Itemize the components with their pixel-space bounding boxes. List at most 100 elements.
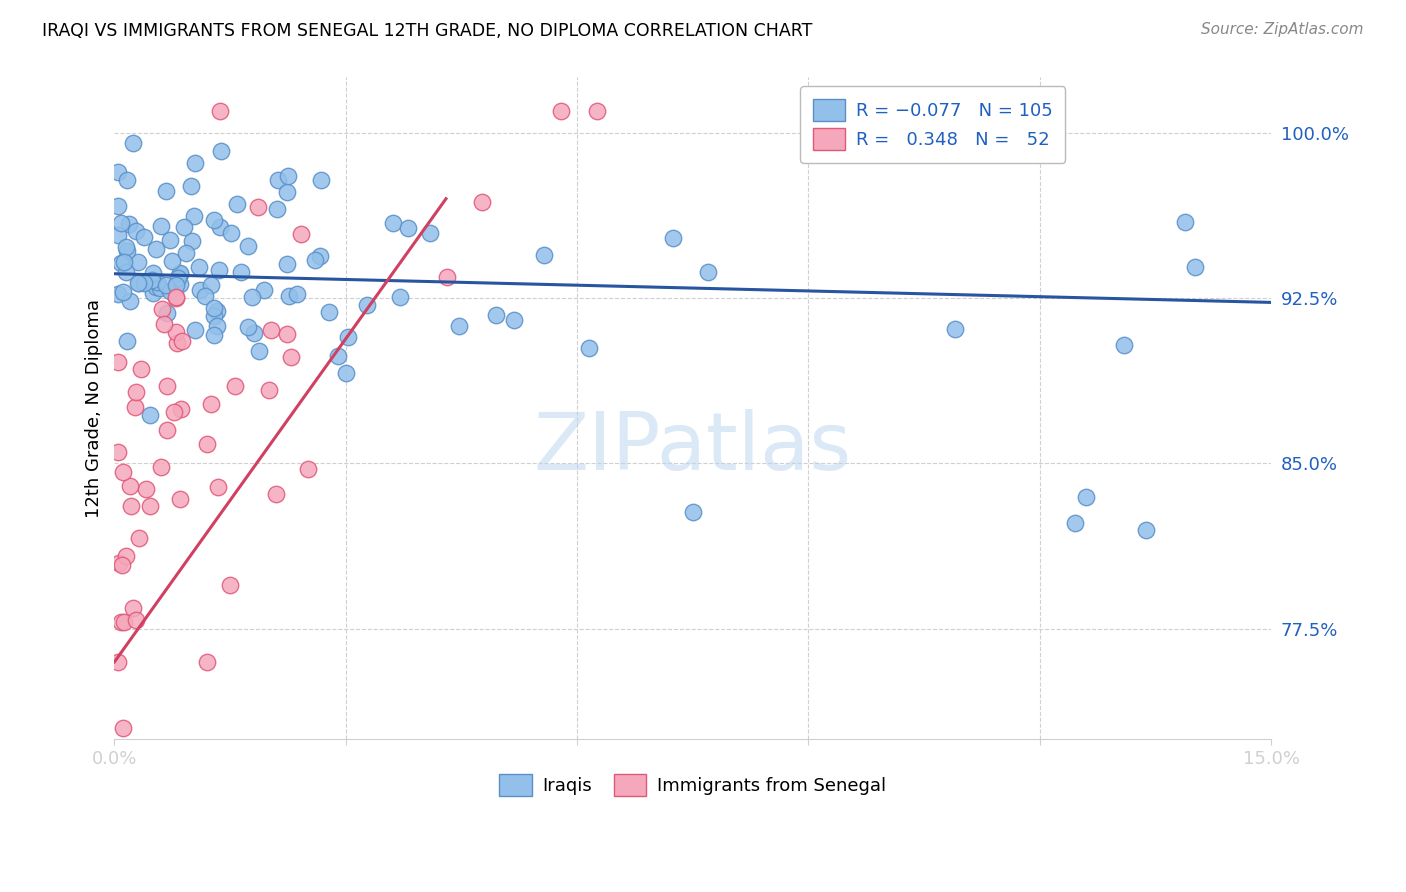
Point (117, 173, 139, 187)
Point (139, 499, 162, 513)
Point (117, 217, 139, 231)
Point (202, 213, 225, 227)
Point (297, 461, 319, 475)
Point (276, 326, 298, 341)
Point (381, 216, 404, 230)
Point (120, 500, 142, 514)
Point (125, 613, 148, 627)
Point (226, 197, 249, 211)
Point (219, 578, 242, 592)
Point (585, 103, 607, 118)
Point (134, 276, 156, 290)
Point (110, 255, 132, 269)
Point (247, 344, 270, 359)
Point (260, 323, 283, 337)
Point (1135, 523, 1157, 537)
Point (253, 283, 276, 297)
Point (238, 239, 260, 253)
Point (471, 194, 494, 209)
Text: IRAQI VS IMMIGRANTS FROM SENEGAL 12TH GRADE, NO DIPLOMA CORRELATION CHART: IRAQI VS IMMIGRANTS FROM SENEGAL 12TH GR… (42, 22, 813, 40)
Point (202, 328, 225, 343)
Point (162, 254, 184, 268)
Point (152, 301, 174, 316)
Point (436, 269, 458, 284)
Point (419, 226, 441, 240)
Point (174, 246, 197, 260)
Point (146, 275, 169, 289)
Point (336, 330, 359, 344)
Point (163, 405, 186, 419)
Point (135, 482, 157, 496)
Point (122, 601, 145, 615)
Point (388, 290, 411, 304)
Point (107, 228, 129, 243)
Point (188, 283, 211, 297)
Point (181, 234, 204, 248)
Point (169, 267, 191, 281)
Y-axis label: 12th Grade, No Diploma: 12th Grade, No Diploma (86, 299, 103, 517)
Point (115, 334, 138, 348)
Point (124, 400, 146, 414)
Point (165, 278, 187, 293)
Point (107, 655, 129, 669)
Point (943, 322, 966, 336)
Point (110, 216, 132, 230)
Point (242, 326, 264, 341)
Legend: Iraqis, Immigrants from Senegal: Iraqis, Immigrants from Senegal (492, 766, 894, 803)
Point (236, 320, 259, 334)
Point (1064, 516, 1087, 530)
Point (111, 558, 134, 573)
Point (485, 308, 508, 322)
Point (276, 257, 298, 271)
Point (118, 479, 141, 493)
Point (125, 384, 148, 399)
Point (208, 219, 231, 234)
Point (165, 325, 187, 339)
Point (107, 165, 129, 179)
Point (290, 227, 312, 242)
Point (125, 224, 148, 238)
Point (107, 445, 129, 459)
Point (209, 103, 232, 118)
Point (188, 260, 211, 274)
Point (184, 323, 207, 337)
Point (142, 266, 165, 280)
Point (114, 255, 136, 269)
Point (200, 397, 222, 411)
Point (205, 319, 228, 334)
Point (276, 185, 298, 199)
Point (127, 276, 149, 290)
Point (129, 362, 152, 376)
Point (128, 276, 150, 290)
Point (550, 103, 572, 118)
Point (111, 721, 134, 735)
Point (107, 286, 129, 301)
Point (278, 289, 301, 303)
Point (202, 310, 225, 324)
Point (247, 200, 270, 214)
Point (156, 379, 179, 393)
Point (169, 266, 191, 280)
Point (155, 184, 177, 198)
Point (682, 505, 704, 519)
Point (449, 318, 471, 333)
Point (1112, 338, 1135, 352)
Text: Source: ZipAtlas.com: Source: ZipAtlas.com (1201, 22, 1364, 37)
Point (127, 255, 149, 269)
Point (142, 285, 165, 300)
Point (219, 226, 242, 240)
Point (152, 317, 174, 331)
Point (169, 491, 191, 506)
Point (141, 273, 163, 287)
Point (661, 231, 683, 245)
Point (111, 465, 134, 479)
Point (159, 233, 181, 247)
Point (107, 557, 129, 571)
Point (155, 277, 177, 292)
Point (132, 230, 155, 244)
Point (696, 265, 718, 279)
Point (114, 240, 136, 254)
Point (280, 350, 302, 364)
Point (1184, 260, 1206, 274)
Point (1074, 490, 1097, 504)
